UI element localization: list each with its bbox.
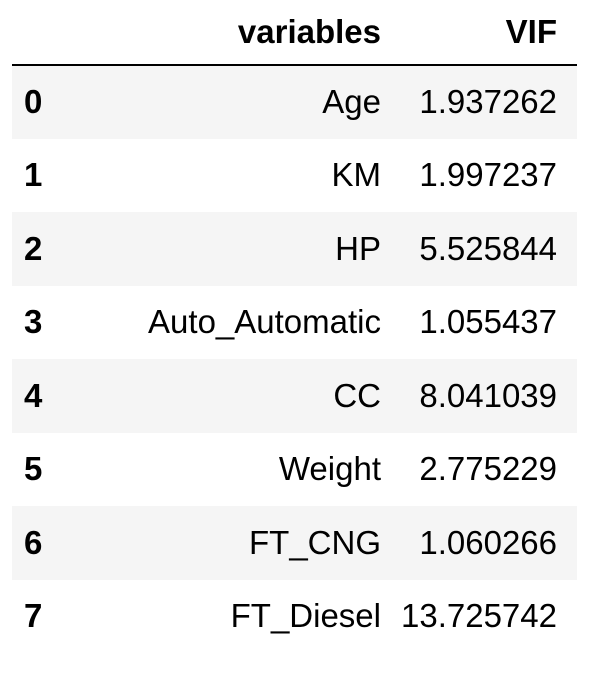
table-header: variables VIF: [12, 0, 577, 66]
variable-cell: Auto_Automatic: [148, 303, 381, 341]
table-body: 0 Age 1.937262 1 KM 1.997237 2 HP 5.5258…: [12, 65, 577, 653]
table-row: 0 Age 1.937262: [12, 65, 577, 139]
index-column-header: [12, 0, 92, 66]
variable-cell: Weight: [278, 450, 381, 488]
vif-cell: 1.997237: [419, 156, 557, 194]
row-index: 2: [24, 229, 43, 267]
variables-column-header: variables: [91, 0, 401, 66]
variable-cell: FT_CNG: [249, 523, 381, 561]
vif-cell: 13.725742: [401, 597, 557, 635]
vif-cell: 1.055437: [419, 303, 557, 341]
row-index: 4: [24, 376, 43, 414]
vif-cell: 2.775229: [419, 450, 557, 488]
row-index: 6: [24, 523, 43, 561]
vif-cell: 1.060266: [419, 523, 557, 561]
vif-column-header: VIF: [401, 0, 577, 66]
variable-cell: KM: [331, 156, 382, 194]
table-row: 1 KM 1.997237: [12, 139, 577, 213]
table-row: 7 FT_Diesel 13.725742: [12, 580, 577, 654]
vif-cell: 5.525844: [419, 229, 557, 267]
row-index: 3: [24, 303, 43, 341]
table-row: 5 Weight 2.775229: [12, 433, 577, 507]
vif-cell: 8.041039: [419, 376, 557, 414]
header-row: variables VIF: [12, 0, 577, 66]
variable-cell: CC: [333, 376, 381, 414]
table-row: 3 Auto_Automatic 1.055437: [12, 286, 577, 360]
row-index: 5: [24, 450, 43, 488]
row-index: 0: [24, 83, 43, 121]
table-row: 2 HP 5.525844: [12, 212, 577, 286]
row-index: 7: [24, 597, 43, 635]
vif-table: variables VIF 0 Age 1.937262 1 KM 1.9972…: [12, 0, 577, 653]
variable-cell: FT_Diesel: [230, 597, 381, 635]
table-row: 6 FT_CNG 1.060266: [12, 506, 577, 580]
variable-cell: HP: [335, 229, 381, 267]
table-row: 4 CC 8.041039: [12, 359, 577, 433]
row-index: 1: [24, 156, 43, 194]
variable-cell: Age: [322, 83, 381, 121]
vif-cell: 1.937262: [419, 83, 557, 121]
